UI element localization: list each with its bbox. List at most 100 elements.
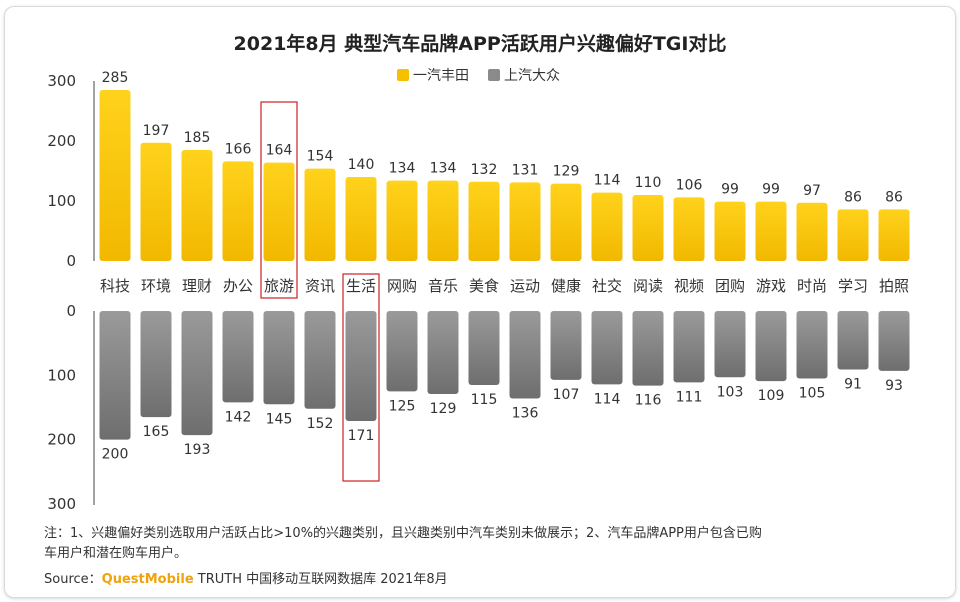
bar-series1: [386, 180, 418, 261]
bottom-axis: 0 100 200 300: [47, 302, 95, 513]
bar-value-series1: 285: [102, 70, 129, 86]
bar-value-series1: 114: [594, 173, 621, 189]
bar-value-series2: 91: [844, 377, 862, 393]
bar-series2: [140, 311, 172, 418]
bar-value-series1: 110: [635, 175, 662, 191]
bar-series1: [632, 195, 664, 261]
bottom-y-tick-label: 200: [47, 431, 76, 449]
source-brand: QuestMobile: [101, 572, 194, 587]
bar-series1: [509, 182, 541, 261]
bar-value-series2: 111: [676, 389, 703, 405]
bar-series1: [427, 180, 459, 261]
top-bars: 285 197 185 166 164 154 140 134 134 132 131 129 114 1…: [99, 70, 910, 261]
bar-series2: [550, 311, 582, 380]
bar-value-series2: 129: [430, 401, 457, 417]
top-y-tick-label: 100: [47, 192, 76, 210]
bar-value-series2: 136: [512, 405, 539, 421]
bar-series2: [468, 311, 500, 385]
bar-series1: [468, 181, 500, 261]
highlight-box-bottom: [342, 273, 380, 482]
source-prefix: Source：: [44, 572, 102, 587]
bar-value-series1: 134: [430, 161, 457, 177]
footnote-line-1: 注：1、兴趣偏好类别选取用户活跃占比>10%的兴趣类别，且兴趣类别中汽车类别未做…: [44, 526, 762, 541]
bar-value-series1: 99: [721, 182, 739, 198]
bar-series1: [714, 201, 746, 261]
bar-series1: [140, 142, 172, 261]
bar-series2: [386, 311, 418, 392]
bar-series2: [263, 311, 295, 405]
bar-value-series2: 115: [471, 392, 498, 408]
bar-series1: [99, 90, 131, 261]
footnote: 注：1、兴趣偏好类别选取用户活跃占比>10%的兴趣类别，且兴趣类别中汽车类别未做…: [44, 524, 924, 564]
bottom-y-tick-label: 0: [66, 302, 76, 320]
bar-series1: [837, 209, 869, 261]
bar-value-series2: 125: [389, 398, 416, 414]
bar-series2: [509, 311, 541, 399]
tgi-comparison-chart: 2021年8月 典型汽车品牌APP活跃用户兴趣偏好TGI对比 一汽丰田 上汽大众…: [47, 32, 910, 513]
bar-value-series2: 142: [225, 409, 252, 425]
bottom-y-tick-label: 300: [47, 495, 76, 513]
category-label: 团购: [715, 277, 745, 295]
bar-value-series1: 106: [676, 177, 703, 193]
bar-series1: [263, 162, 295, 261]
bar-value-series1: 129: [553, 164, 580, 180]
bar-value-series1: 97: [803, 183, 821, 199]
category-label: 游戏: [756, 277, 786, 295]
bar-value-series1: 185: [184, 130, 211, 146]
category-label: 理财: [182, 277, 212, 295]
bar-value-series2: 103: [717, 384, 744, 400]
bar-series1: [222, 161, 254, 261]
highlights: [260, 101, 380, 482]
top-y-tick-label: 300: [47, 72, 76, 90]
category-label: 网购: [387, 277, 417, 295]
bar-value-series2: 200: [102, 447, 129, 463]
legend-label-series1: 一汽丰田: [413, 68, 469, 84]
bar-value-series2: 165: [143, 424, 170, 440]
footnote-line-2: 车用户和潜在购车用户。: [44, 546, 188, 561]
bar-series2: [99, 311, 131, 440]
bar-value-series2: 116: [635, 393, 662, 409]
source-line: Source：QuestMobile TRUTH 中国移动互联网数据库 2021…: [44, 568, 448, 587]
category-label: 健康: [551, 277, 581, 295]
bar-value-series1: 164: [266, 143, 293, 159]
source-rest: TRUTH 中国移动互联网数据库 2021年8月: [193, 572, 448, 587]
bar-series2: [222, 311, 254, 403]
bar-value-series2: 145: [266, 411, 293, 427]
bar-series1: [591, 192, 623, 261]
bar-series1: [878, 209, 910, 261]
bar-series2: [837, 311, 869, 370]
category-label: 办公: [223, 277, 253, 295]
category-label: 生活: [346, 277, 376, 295]
bar-series2: [755, 311, 787, 382]
bar-value-series1: 134: [389, 161, 416, 177]
bar-series1: [673, 197, 705, 261]
legend-swatch-series2: [488, 69, 500, 81]
bar-series2: [632, 311, 664, 386]
bar-value-series1: 86: [844, 189, 862, 205]
legend: 一汽丰田 上汽大众: [397, 68, 560, 84]
category-label: 运动: [510, 277, 540, 295]
bar-series2: [714, 311, 746, 378]
category-label: 音乐: [428, 277, 458, 295]
category-label: 拍照: [879, 277, 909, 295]
category-label: 时尚: [797, 277, 827, 295]
bar-value-series2: 193: [184, 442, 211, 458]
bar-series2: [427, 311, 459, 394]
bar-series1: [755, 201, 787, 261]
bar-value-series2: 109: [758, 388, 785, 404]
chart-frame: [4, 6, 956, 598]
top-y-tick-label: 200: [47, 132, 76, 150]
bar-series1: [345, 177, 377, 261]
bar-value-series1: 140: [348, 157, 375, 173]
bar-value-series2: 93: [885, 378, 903, 394]
top-axis: 0 100 200 300: [47, 72, 95, 270]
legend-swatch-series1: [397, 69, 409, 81]
top-y-tick-label: 0: [66, 252, 76, 270]
category-label: 阅读: [633, 277, 663, 295]
bar-value-series1: 131: [512, 162, 539, 178]
bar-value-series1: 86: [885, 189, 903, 205]
bar-value-series2: 107: [553, 387, 580, 403]
bar-series2: [345, 311, 377, 422]
category-label: 社交: [592, 277, 622, 295]
chart-title: 2021年8月 典型汽车品牌APP活跃用户兴趣偏好TGI对比: [234, 32, 727, 55]
